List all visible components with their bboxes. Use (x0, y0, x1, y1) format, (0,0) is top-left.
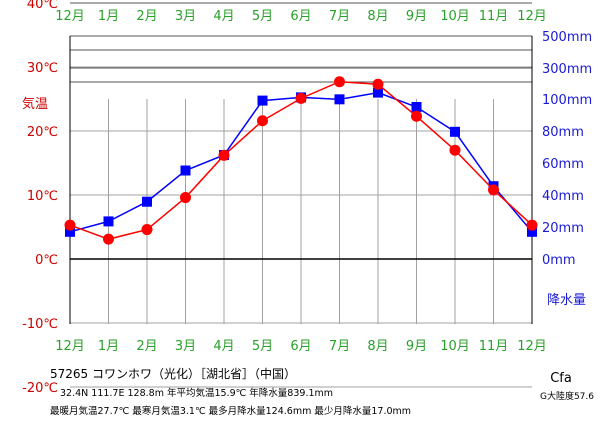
data-series (64, 76, 538, 245)
month-label-bottom: 11月 (479, 339, 509, 354)
temperature-tick-label: -10℃ (22, 317, 58, 332)
temperature-point (295, 92, 307, 104)
precipitation-tick-label: 0mm (542, 253, 576, 268)
temperature-point (526, 219, 538, 231)
month-label-top: 12月 (55, 9, 85, 24)
month-label-top: 1月 (98, 9, 119, 24)
precipitation-point (373, 87, 383, 98)
temperature-point (334, 76, 345, 88)
precipitation-point (527, 226, 537, 237)
top-month-labels: 12月 1月 2月 3月 4月 5月 6月 7月 8月 9月 10月 11月 12月 (55, 9, 547, 24)
continentality-index: G大陸度57.6 (540, 390, 594, 402)
precipitation-point (142, 196, 152, 207)
month-label-bottom: 2月 (136, 339, 157, 354)
temperature-tick-label: 30℃ (27, 61, 58, 76)
month-label-top: 5月 (252, 9, 273, 24)
temperature-axis-label: 気温 (22, 96, 48, 112)
temperature-point (141, 224, 153, 236)
precipitation-point (103, 216, 114, 227)
precipitation-tick-label: 80mm (542, 125, 584, 140)
month-label-bottom: 8月 (367, 339, 388, 354)
month-label-top: 6月 (290, 9, 311, 24)
month-label-top: 10月 (440, 9, 470, 24)
precipitation-point (65, 226, 75, 237)
month-label-bottom: 6月 (290, 339, 311, 354)
month-label-top: 11月 (479, 9, 509, 24)
temperature-point (372, 78, 384, 90)
month-label-top: 9月 (406, 9, 427, 24)
temperature-tick-label: 0℃ (35, 253, 58, 268)
station-stats-line1: 32.4N 111.7E 128.8m 年平均気温15.9℃ 年降水量839.1… (60, 387, 333, 399)
month-label-bottom: 9月 (406, 339, 427, 354)
temperature-tick-labels: 40℃ 30℃ 20℃ 10℃ 0℃ -10℃ -20℃ (22, 0, 58, 396)
station-stats-line2: 最暖月気温27.7℃ 最寒月気温3.1℃ 最多月降水量124.6mm 最少月降水… (50, 405, 411, 417)
temperature-point (411, 110, 422, 122)
precipitation-tick-label: 40mm (542, 189, 584, 204)
month-label-bottom: 12月 (517, 339, 547, 354)
temperature-tick-label: 10℃ (27, 189, 58, 204)
precipitation-tick-label: 300mm (542, 62, 592, 77)
month-label-top: 7月 (329, 9, 350, 24)
precipitation-point (334, 94, 345, 105)
precipitation-tick-label: 60mm (542, 157, 584, 172)
temperature-tick-label: 20℃ (27, 125, 58, 140)
temperature-point (218, 149, 230, 161)
precipitation-axis-label: 降水量 (547, 293, 586, 308)
precipitation-point (180, 165, 191, 176)
month-label-bottom: 12月 (55, 339, 85, 354)
month-label-top: 3月 (175, 9, 196, 24)
precipitation-point (257, 95, 268, 106)
month-label-bottom: 10月 (440, 339, 470, 354)
month-label-top: 4月 (213, 9, 234, 24)
temperature-point (488, 184, 499, 196)
temperature-tick-label: 40℃ (27, 0, 58, 12)
precipitation-tick-label: 100mm (542, 93, 592, 108)
month-label-bottom: 3月 (175, 339, 196, 354)
temperature-point (449, 144, 461, 156)
temperature-point (103, 233, 114, 245)
month-label-bottom: 5月 (252, 339, 273, 354)
month-label-bottom: 1月 (98, 339, 119, 354)
month-label-top: 8月 (367, 9, 388, 24)
bottom-month-labels: 12月 1月 2月 3月 4月 5月 6月 7月 8月 9月 10月 11月 12月 (55, 339, 547, 354)
climate-code: Cfa (550, 371, 572, 386)
precipitation-tick-label: 20mm (542, 221, 584, 236)
temperature-point (257, 115, 268, 127)
temperature-point (180, 192, 191, 204)
month-label-bottom: 4月 (213, 339, 234, 354)
grid (70, 2, 532, 388)
temperature-point (64, 219, 76, 231)
axes (69, 36, 533, 324)
month-label-top: 12月 (517, 9, 547, 24)
precipitation-tick-label: 500mm (542, 30, 592, 45)
month-label-top: 2月 (136, 9, 157, 24)
precipitation-point (411, 102, 422, 112)
temperature-tick-label: -20℃ (22, 381, 58, 396)
month-label-bottom: 7月 (329, 339, 350, 354)
precipitation-point (450, 126, 460, 137)
station-title: 57265 コワンホワ（光化）［湖北省］（中国） (50, 366, 296, 381)
precipitation-tick-labels: 500mm 300mm 100mm 80mm 60mm 40mm 20mm 0mm (542, 30, 592, 268)
